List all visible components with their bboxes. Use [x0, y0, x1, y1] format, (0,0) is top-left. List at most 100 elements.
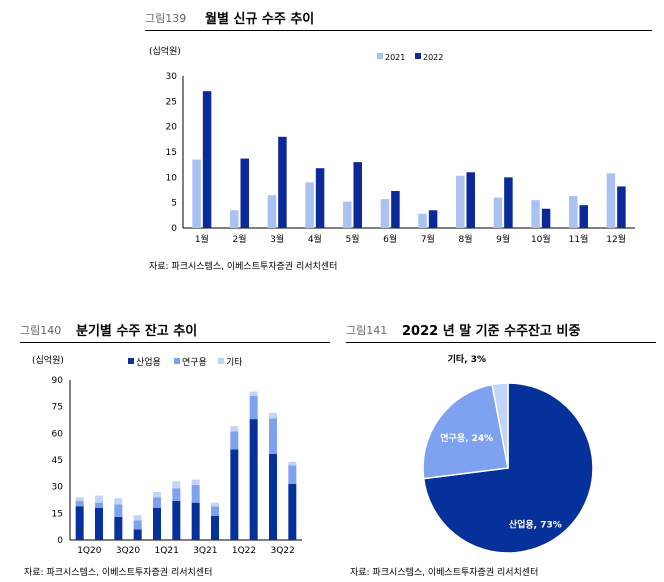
bar-2021 — [531, 200, 540, 228]
bar-segment-연구용 — [95, 502, 103, 508]
x-tick-label: 6월 — [383, 233, 397, 245]
bar-2022 — [466, 172, 475, 228]
bar-2022 — [504, 177, 513, 228]
bar-2021 — [569, 196, 578, 228]
panel-header: 그림140 분기별 수주 잔고 추이 — [20, 316, 330, 343]
bar-2022 — [579, 205, 588, 228]
bar-segment-기타 — [288, 461, 297, 466]
pie-label-기타: 기타, 3% — [448, 353, 486, 365]
x-tick-label: 12월 — [606, 233, 626, 245]
panel-backlog-share: 그림141 2022 년 말 기준 수주잔고 비중 산업용, 73% 연구용, 2… — [346, 316, 656, 578]
x-tick-label: 1Q22 — [232, 546, 256, 556]
legend-swatch-기타 — [218, 358, 224, 364]
x-tick-label: 3Q20 — [116, 546, 141, 556]
backlog-share-pie: 산업용, 73% 연구용, 24% 기타, 3% — [422, 353, 594, 554]
bar-2021 — [493, 197, 503, 228]
bar-segment-연구용 — [172, 488, 181, 501]
bar-2021 — [192, 159, 201, 228]
y-tick-label: 60 — [52, 429, 64, 439]
bar-2021 — [305, 182, 314, 228]
x-tick-label: 1월 — [195, 233, 209, 245]
y-tick-label: 90 — [52, 376, 64, 386]
bar-segment-기타 — [230, 426, 239, 432]
bar-segment-연구용 — [288, 465, 297, 484]
bar-segment-산업용 — [269, 453, 277, 540]
bar-segment-산업용 — [95, 508, 103, 540]
bar-2022 — [315, 168, 325, 228]
y-tick-label: 75 — [52, 403, 63, 413]
y-tick-label: 5 — [171, 199, 177, 209]
figure-label: 그림141 — [346, 324, 388, 337]
bar-2022 — [353, 162, 362, 228]
panel-header: 그림141 2022 년 말 기준 수주잔고 비중 — [346, 316, 656, 343]
bar-2021 — [380, 199, 390, 228]
bar-segment-연구용 — [249, 396, 258, 420]
bar-2021 — [606, 173, 616, 228]
bar-segment-기타 — [269, 412, 277, 419]
bar-segment-산업용 — [114, 516, 123, 540]
x-tick-label: 1Q21 — [155, 546, 179, 556]
bar-segment-기타 — [191, 479, 200, 485]
bar-segment-기타 — [95, 495, 103, 503]
panel-header: 그림139 월별 신규 수주 추이 — [145, 4, 652, 31]
x-tick-label: 11월 — [569, 233, 589, 245]
pie-slice-연구용 — [422, 383, 509, 480]
x-tick-label: 1Q20 — [77, 546, 102, 556]
bar-2021 — [230, 210, 239, 228]
bar-segment-연구용 — [153, 497, 161, 508]
bar-segment-연구용 — [75, 500, 84, 507]
y-tick-label: 0 — [57, 536, 63, 546]
bar-segment-산업용 — [288, 484, 297, 540]
pie-label-연구용: 연구용, 24% — [440, 433, 493, 444]
bar-segment-기타 — [153, 492, 161, 498]
bar-segment-기타 — [114, 498, 123, 505]
bar-segment-연구용 — [191, 484, 200, 503]
y-axis-unit: (십억원) — [32, 354, 64, 366]
bar-segment-산업용 — [249, 419, 258, 540]
chart-title: 월별 신규 수주 추이 — [205, 12, 315, 27]
bar-segment-산업용 — [230, 449, 239, 540]
bar-segment-산업용 — [191, 502, 200, 540]
bar-2022 — [541, 208, 551, 228]
bar-2022 — [617, 186, 626, 228]
bar-2022 — [278, 136, 287, 228]
y-tick-label: 45 — [52, 456, 63, 466]
bar-2022 — [391, 191, 400, 228]
legend-swatch-2021 — [377, 53, 383, 59]
bar-segment-기타 — [133, 515, 142, 521]
legend-swatch-연구용 — [174, 358, 180, 364]
x-tick-label: 3월 — [270, 233, 284, 245]
x-tick-label: 4월 — [308, 233, 322, 245]
pie-slice-기타 — [491, 382, 509, 469]
y-tick-label: 15 — [166, 148, 177, 158]
legend-label: 2022 — [423, 53, 443, 62]
y-tick-label: 30 — [166, 72, 178, 82]
legend-swatch-산업용 — [128, 358, 134, 364]
x-tick-label: 10월 — [531, 233, 551, 245]
legend-label: 기타 — [226, 357, 243, 368]
monthly-orders-chart: (십억원) 0 5 10 15 20 25 30 1월 2월 3월 4월 5월 6월 7월 8월 9월 10월 11… — [149, 45, 635, 245]
bar-segment-연구용 — [230, 431, 239, 450]
x-tick-label: 3Q21 — [193, 546, 217, 556]
legend-label: 산업용 — [136, 357, 161, 368]
bar-segment-산업용 — [75, 506, 84, 540]
legend-label: 연구용 — [182, 357, 207, 368]
bar-2021 — [456, 175, 465, 228]
bar-2021 — [418, 213, 427, 228]
bar-2022 — [202, 91, 212, 228]
bar-segment-산업용 — [211, 516, 219, 540]
x-tick-label: 7월 — [421, 233, 435, 245]
x-tick-label: 5월 — [345, 233, 359, 245]
bar-2022 — [240, 158, 249, 228]
pie-label-산업용: 산업용, 73% — [509, 519, 562, 531]
figure-label: 그림140 — [20, 324, 62, 337]
bar-segment-기타 — [249, 391, 258, 396]
y-tick-label: 30 — [52, 483, 64, 493]
legend-label: 2021 — [385, 53, 405, 62]
bar-segment-산업용 — [153, 508, 161, 540]
bar-segment-산업용 — [133, 529, 142, 540]
bar-segment-연구용 — [114, 504, 123, 517]
bar-segment-산업용 — [172, 500, 181, 540]
quarterly-backlog-chart: (십억원) 0 15 30 45 60 75 90 1Q20 3Q20 1Q21 3Q21 1Q22 3Q… — [32, 354, 302, 556]
bar-segment-연구용 — [133, 520, 142, 530]
